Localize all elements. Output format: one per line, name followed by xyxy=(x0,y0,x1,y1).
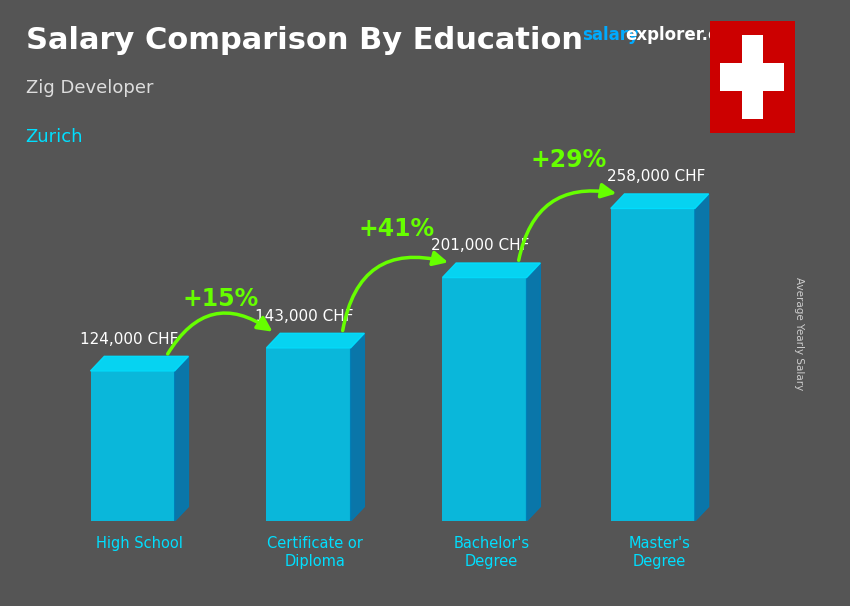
Text: Bachelor's
Degree: Bachelor's Degree xyxy=(453,536,530,568)
Text: Master's
Degree: Master's Degree xyxy=(629,536,690,568)
Text: salary: salary xyxy=(582,26,639,44)
Text: Average Yearly Salary: Average Yearly Salary xyxy=(794,277,804,390)
Text: explorer.com: explorer.com xyxy=(625,26,746,44)
Text: Certificate or
Diploma: Certificate or Diploma xyxy=(268,536,363,568)
Polygon shape xyxy=(175,356,189,521)
Text: 258,000 CHF: 258,000 CHF xyxy=(608,169,706,184)
Bar xyxy=(741,35,763,119)
Text: +29%: +29% xyxy=(530,148,607,172)
Text: 143,000 CHF: 143,000 CHF xyxy=(256,308,354,324)
Polygon shape xyxy=(91,356,189,371)
Polygon shape xyxy=(267,333,365,348)
Text: +15%: +15% xyxy=(183,287,258,311)
Polygon shape xyxy=(350,333,365,521)
Text: Salary Comparison By Education: Salary Comparison By Education xyxy=(26,26,582,55)
Text: High School: High School xyxy=(96,536,183,551)
Text: 124,000 CHF: 124,000 CHF xyxy=(80,331,178,347)
Polygon shape xyxy=(526,263,541,521)
Bar xyxy=(442,278,526,521)
Text: Zig Developer: Zig Developer xyxy=(26,79,153,96)
Bar xyxy=(720,63,784,92)
Polygon shape xyxy=(694,194,709,521)
Polygon shape xyxy=(610,194,709,208)
Bar xyxy=(610,208,694,521)
Bar xyxy=(267,348,350,521)
Text: +41%: +41% xyxy=(359,217,434,241)
Polygon shape xyxy=(442,263,541,278)
Text: 201,000 CHF: 201,000 CHF xyxy=(432,238,530,253)
Bar xyxy=(91,371,175,521)
Text: Zurich: Zurich xyxy=(26,128,83,146)
